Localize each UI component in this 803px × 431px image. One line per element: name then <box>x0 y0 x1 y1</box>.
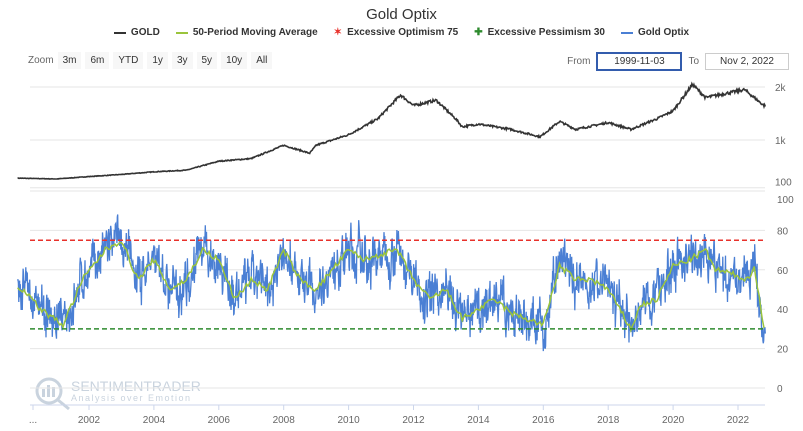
plus-marker-icon: ✚ <box>474 27 483 38</box>
zoom-ytd-button[interactable]: YTD <box>113 52 144 69</box>
legend-item-gold-optix[interactable]: Gold Optix <box>620 27 690 38</box>
to-date-input[interactable]: Nov 2, 2022 <box>705 53 789 70</box>
gold-price-line <box>17 81 767 180</box>
gold-axis-tick-label: 1k <box>775 136 787 147</box>
legend-item-pessimism[interactable]: ✚ Excessive Pessimism 30 <box>474 27 605 38</box>
x-axis-tick-label: 2016 <box>532 415 555 426</box>
chart-title: Gold Optix <box>366 6 437 23</box>
zoom-5y-button[interactable]: 5y <box>196 52 218 69</box>
x-axis-tick-label: 2022 <box>727 415 750 426</box>
legend-item-gold[interactable]: GOLD <box>113 27 160 38</box>
watermark-tagline: Analysis over Emotion <box>71 393 192 403</box>
optix-axis-tick-label: 100 <box>777 195 794 206</box>
zoom-1y-button[interactable]: 1y <box>147 52 168 69</box>
legend-label: Gold Optix <box>637 27 690 38</box>
watermark-brand: SENTIMENTRADER <box>71 378 201 394</box>
optix-axis-tick-label: 60 <box>777 266 789 277</box>
x-axis-tick-label: 2008 <box>273 415 296 426</box>
x-axis-tick-label: 2010 <box>337 415 360 426</box>
legend: GOLD 50-Period Moving Average ✶ Excessive… <box>0 27 803 38</box>
zoom-all-button[interactable]: All <box>251 52 273 69</box>
date-range: From 1999-11-03 To Nov 2, 2022 <box>567 52 789 71</box>
x-axis-tick-label: ... <box>29 415 37 426</box>
x-axis-tick-label: 2018 <box>597 415 620 426</box>
legend-item-optimism[interactable]: ✶ Excessive Optimism 75 <box>334 27 459 38</box>
x-axis-tick-label: 2014 <box>467 415 490 426</box>
optix-axis-tick-label: 20 <box>777 345 789 356</box>
zoom-label: Zoom <box>28 55 54 66</box>
x-axis-tick-label: 2004 <box>143 415 166 426</box>
from-label: From <box>567 56 591 67</box>
gold-axis-tick-label: 2k <box>775 83 787 94</box>
zoom-10y-button[interactable]: 10y <box>221 52 248 69</box>
optix-axis-tick-label: 80 <box>777 226 789 237</box>
line-swatch-icon <box>175 31 188 34</box>
line-swatch-icon <box>113 31 126 34</box>
x-axis-tick-label: 2020 <box>662 415 685 426</box>
x-axis-tick-label: 2006 <box>208 415 231 426</box>
legend-label: GOLD <box>130 27 160 38</box>
zoom-selector: Zoom 3m 6m YTD 1y 3y 5y 10y All <box>28 52 273 69</box>
legend-item-moving-average[interactable]: 50-Period Moving Average <box>175 27 318 38</box>
line-swatch-icon <box>620 31 633 34</box>
to-label: To <box>688 56 699 67</box>
optix-axis-tick-label: 40 <box>777 305 789 316</box>
zoom-3y-button[interactable]: 3y <box>171 52 193 69</box>
zoom-3m-button[interactable]: 3m <box>57 52 82 69</box>
star-marker-icon: ✶ <box>333 27 343 38</box>
x-axis-tick-label: 2002 <box>78 415 101 426</box>
legend-label: 50-Period Moving Average <box>192 27 318 38</box>
optix-axis-tick-label: 0 <box>777 384 783 395</box>
gold-optix-line <box>16 214 766 352</box>
x-axis-tick-label: 2012 <box>402 415 425 426</box>
from-date-input[interactable]: 1999-11-03 <box>596 52 683 71</box>
gold-axis-tick-label: 100 <box>775 178 792 189</box>
moving-average-line <box>17 241 765 334</box>
legend-label: Excessive Optimism 75 <box>347 27 459 38</box>
zoom-6m-button[interactable]: 6m <box>85 52 110 69</box>
legend-label: Excessive Pessimism 30 <box>487 27 605 38</box>
